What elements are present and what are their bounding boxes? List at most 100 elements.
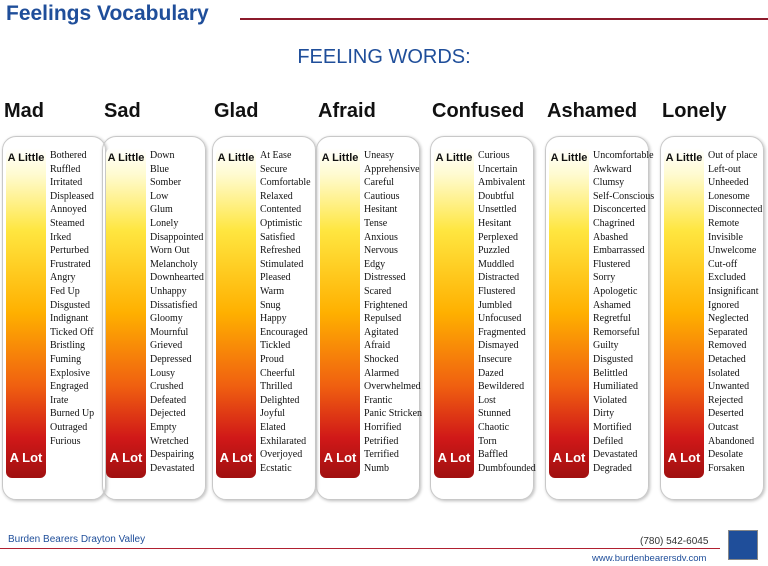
feeling-word: Displeased bbox=[50, 190, 94, 202]
feeling-word: Lousy bbox=[150, 367, 175, 379]
feeling-word: Snug bbox=[260, 299, 281, 311]
column-heading: Confused bbox=[432, 100, 525, 122]
feeling-word: Steamed bbox=[50, 218, 85, 229]
feeling-word: Delighted bbox=[260, 394, 300, 406]
feeling-word: Frantic bbox=[364, 394, 393, 406]
low-label: A Little bbox=[665, 152, 703, 164]
feeling-word: Blue bbox=[150, 163, 169, 175]
capsule bbox=[212, 136, 316, 500]
feeling-word: Downhearted bbox=[150, 272, 204, 284]
feeling-word: Ecstatic bbox=[260, 462, 292, 474]
feeling-word: Guilty bbox=[593, 340, 619, 352]
feeling-word: Out of place bbox=[708, 150, 758, 161]
feeling-word: Dejected bbox=[150, 408, 186, 420]
capsule bbox=[316, 136, 420, 500]
feeling-word: Deserted bbox=[708, 408, 744, 420]
feeling-word: Hesitant bbox=[364, 204, 398, 216]
feeling-word: Ignored bbox=[708, 299, 740, 311]
feeling-word: Insecure bbox=[478, 354, 512, 365]
feeling-word: Unwelcome bbox=[708, 245, 757, 257]
feeling-word: Mortified bbox=[593, 422, 632, 433]
feeling-word: Muddled bbox=[478, 258, 515, 270]
feeling-word: Panic Stricken bbox=[364, 408, 423, 420]
feeling-word: Comfortable bbox=[260, 177, 311, 189]
feeling-word: Chaotic bbox=[478, 422, 510, 433]
feeling-word: Flustered bbox=[478, 286, 516, 297]
feeling-word: Self-Conscious bbox=[593, 190, 655, 202]
feeling-word: Outraged bbox=[50, 422, 88, 433]
high-label: A Lot bbox=[9, 450, 43, 465]
column-heading: Mad bbox=[4, 100, 44, 122]
feeling-word: Indignant bbox=[50, 313, 89, 325]
feeling-word: Apologetic bbox=[593, 286, 638, 297]
feeling-word: Defiled bbox=[593, 435, 623, 447]
feeling-word: Agitated bbox=[364, 326, 399, 338]
feeling-word: Unhappy bbox=[150, 286, 187, 297]
feeling-word: Anxious bbox=[364, 231, 398, 243]
feeling-word: Joyful bbox=[260, 408, 285, 420]
feeling-word: Regretful bbox=[593, 313, 631, 325]
high-label: A Lot bbox=[667, 450, 701, 465]
low-label: A Little bbox=[107, 152, 145, 164]
low-label: A Little bbox=[7, 152, 45, 164]
feeling-column: Ashamed A Little A Lot Uncomfortable Awkward… bbox=[545, 100, 657, 500]
feeling-word: Dissatisfied bbox=[150, 299, 198, 311]
column-heading: Ashamed bbox=[547, 100, 638, 122]
capsule bbox=[545, 136, 649, 500]
intensity-bar bbox=[434, 148, 474, 478]
feeling-word: Remote bbox=[708, 218, 740, 229]
feeling-word: Engraged bbox=[50, 381, 89, 393]
feeling-column: Glad A Little A Lot At Ease Secure Comfortabl… bbox=[212, 100, 324, 500]
feeling-word: Overwhelmed bbox=[364, 381, 421, 393]
feeling-word: Unheeded bbox=[708, 177, 749, 189]
feeling-word: Degraded bbox=[593, 462, 632, 474]
feeling-word: Torn bbox=[478, 435, 497, 447]
feeling-word: Despairing bbox=[150, 449, 194, 461]
feeling-word: Cheerful bbox=[260, 367, 295, 379]
feeling-word: Chagrined bbox=[593, 218, 635, 229]
feeling-word: Mournful bbox=[150, 326, 189, 338]
feeling-word: Tense bbox=[364, 218, 388, 229]
feeling-word: Melancholy bbox=[150, 258, 198, 270]
feeling-word: Fragmented bbox=[478, 326, 526, 338]
rule bbox=[240, 18, 768, 20]
feeling-word: Scared bbox=[364, 286, 392, 297]
feeling-column: Mad A Little A Lot Bothered Ruffled Irritated… bbox=[2, 100, 114, 500]
feeling-column: Confused A Little A Lot Curious Uncertain Amb… bbox=[430, 100, 542, 500]
feeling-word: Repulsed bbox=[364, 313, 402, 325]
feeling-word: Disappointed bbox=[150, 231, 204, 243]
feeling-column: Lonely A Little A Lot Out of place Left-out U… bbox=[660, 100, 768, 500]
feeling-word: Petrified bbox=[364, 435, 399, 447]
feeling-word: Gloomy bbox=[150, 313, 183, 325]
feeling-word: Outcast bbox=[708, 422, 739, 433]
feeling-word: Flustered bbox=[593, 258, 631, 270]
feeling-word: Fed Up bbox=[50, 286, 80, 297]
feeling-word: Burned Up bbox=[50, 408, 95, 420]
column-heading: Afraid bbox=[318, 100, 376, 122]
capsule bbox=[430, 136, 534, 500]
feeling-word: Furious bbox=[50, 435, 81, 447]
feeling-word: Detached bbox=[708, 354, 746, 365]
feeling-word: Fuming bbox=[50, 354, 82, 365]
feeling-word: Lonesome bbox=[708, 190, 750, 202]
intensity-bar bbox=[106, 148, 146, 478]
feeling-word: Stunned bbox=[478, 408, 511, 420]
feeling-word: Humiliated bbox=[593, 381, 638, 393]
feeling-word: Elated bbox=[260, 422, 286, 433]
feeling-word: Glum bbox=[150, 204, 173, 216]
feeling-word: Low bbox=[150, 190, 169, 202]
feeling-word: Devastated bbox=[150, 462, 195, 474]
subtitle: FEELING WORDS: bbox=[297, 46, 471, 68]
title: Feelings Vocabulary bbox=[6, 2, 209, 25]
feeling-word: Abashed bbox=[593, 231, 628, 243]
feeling-word: Nervous bbox=[364, 245, 398, 257]
feeling-word: Lonely bbox=[150, 218, 179, 229]
feeling-word: Isolated bbox=[708, 367, 740, 379]
feeling-word: Bothered bbox=[50, 150, 87, 161]
feeling-word: Jumbled bbox=[478, 299, 512, 311]
feeling-word: Down bbox=[150, 150, 175, 161]
feeling-word: Exhilarated bbox=[260, 435, 307, 447]
intensity-bar bbox=[549, 148, 589, 478]
intensity-bar bbox=[216, 148, 256, 478]
